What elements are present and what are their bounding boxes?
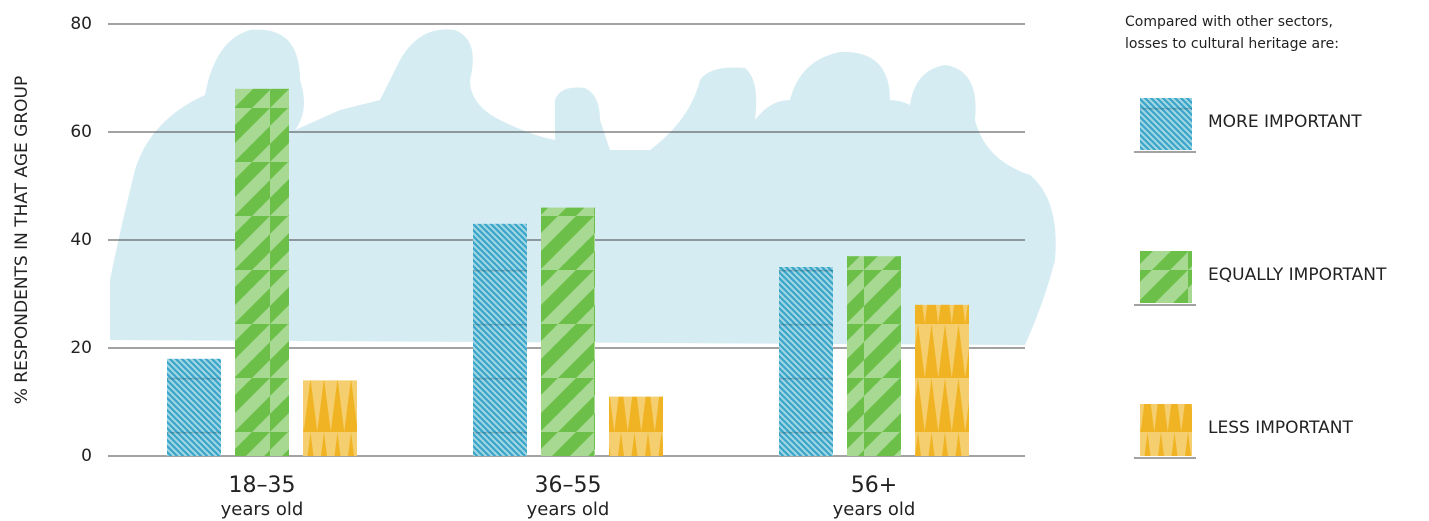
x-tick-sublabel: years old bbox=[527, 499, 610, 520]
legend-swatch bbox=[1140, 98, 1192, 150]
legend-label: EQUALLY IMPORTANT bbox=[1208, 265, 1387, 285]
bar bbox=[167, 358, 221, 456]
bar bbox=[473, 223, 527, 456]
y-tick-label: 20 bbox=[70, 338, 92, 358]
x-tick-label: 36–55 bbox=[535, 473, 602, 498]
legend-title: Compared with other sectors, losses to cu… bbox=[1125, 14, 1339, 52]
bar bbox=[779, 267, 833, 456]
y-tick-label: 60 bbox=[70, 122, 92, 142]
y-axis-title: % RESPONDENTS IN THAT AGE GROUP bbox=[12, 76, 32, 405]
y-tick-label: 80 bbox=[70, 14, 92, 34]
legend-swatch bbox=[1140, 404, 1192, 456]
y-tick-label: 0 bbox=[81, 446, 92, 466]
x-tick-sublabel: years old bbox=[221, 499, 304, 520]
background-silhouette bbox=[110, 29, 1056, 345]
x-tick-label: 18–35 bbox=[229, 473, 296, 498]
bar bbox=[235, 88, 289, 457]
legend-title-line: Compared with other sectors, bbox=[1125, 14, 1333, 30]
legend-label: MORE IMPORTANT bbox=[1208, 112, 1362, 132]
legend-swatch bbox=[1140, 251, 1192, 303]
bar bbox=[303, 380, 357, 456]
x-tick-label: 56+ bbox=[851, 473, 897, 498]
y-tick-label: 40 bbox=[70, 230, 92, 250]
legend-label: LESS IMPORTANT bbox=[1208, 418, 1353, 438]
bar bbox=[847, 256, 901, 456]
bar bbox=[609, 396, 663, 456]
x-tick-sublabel: years old bbox=[833, 499, 916, 520]
bar bbox=[915, 304, 969, 456]
bar bbox=[541, 207, 595, 456]
legend-title-line: losses to cultural heritage are: bbox=[1125, 36, 1339, 52]
